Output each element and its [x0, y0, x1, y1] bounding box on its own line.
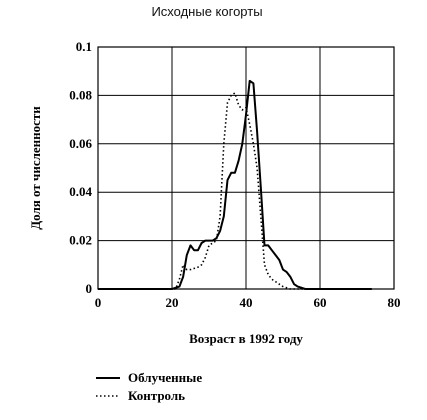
x-axis-label: Возраст в 1992 году: [189, 331, 303, 346]
series-line-1: [98, 79, 372, 290]
y-tick-label: 0.1: [76, 39, 92, 54]
legend: Облученные Контроль: [96, 370, 202, 403]
series-line-2: [98, 92, 372, 290]
chart-title: Исходные когорты: [151, 4, 262, 19]
x-tick-label: 40: [240, 295, 253, 310]
grid: [97, 46, 395, 290]
plot-frame: [97, 46, 395, 290]
y-tick-label: 0.06: [69, 136, 92, 151]
y-tick-label: 0.02: [69, 233, 92, 248]
x-tick-label: 0: [95, 295, 102, 310]
tick-labels: 0 0.02 0.04 0.06 0.08 0.1 0 20 40 60 80: [69, 39, 400, 310]
legend-label-series-1: Облученные: [128, 370, 202, 385]
x-tick-label: 20: [166, 295, 179, 310]
legend-label-series-2: Контроль: [128, 388, 185, 403]
y-axis-label: Доля от численности: [28, 106, 43, 230]
x-tick-label: 80: [388, 295, 401, 310]
y-tick-label: 0.08: [69, 87, 92, 102]
series-layer: [98, 79, 372, 290]
y-tick-label: 0.04: [69, 184, 92, 199]
x-tick-label: 60: [314, 295, 327, 310]
y-tick-label: 0: [86, 281, 93, 296]
